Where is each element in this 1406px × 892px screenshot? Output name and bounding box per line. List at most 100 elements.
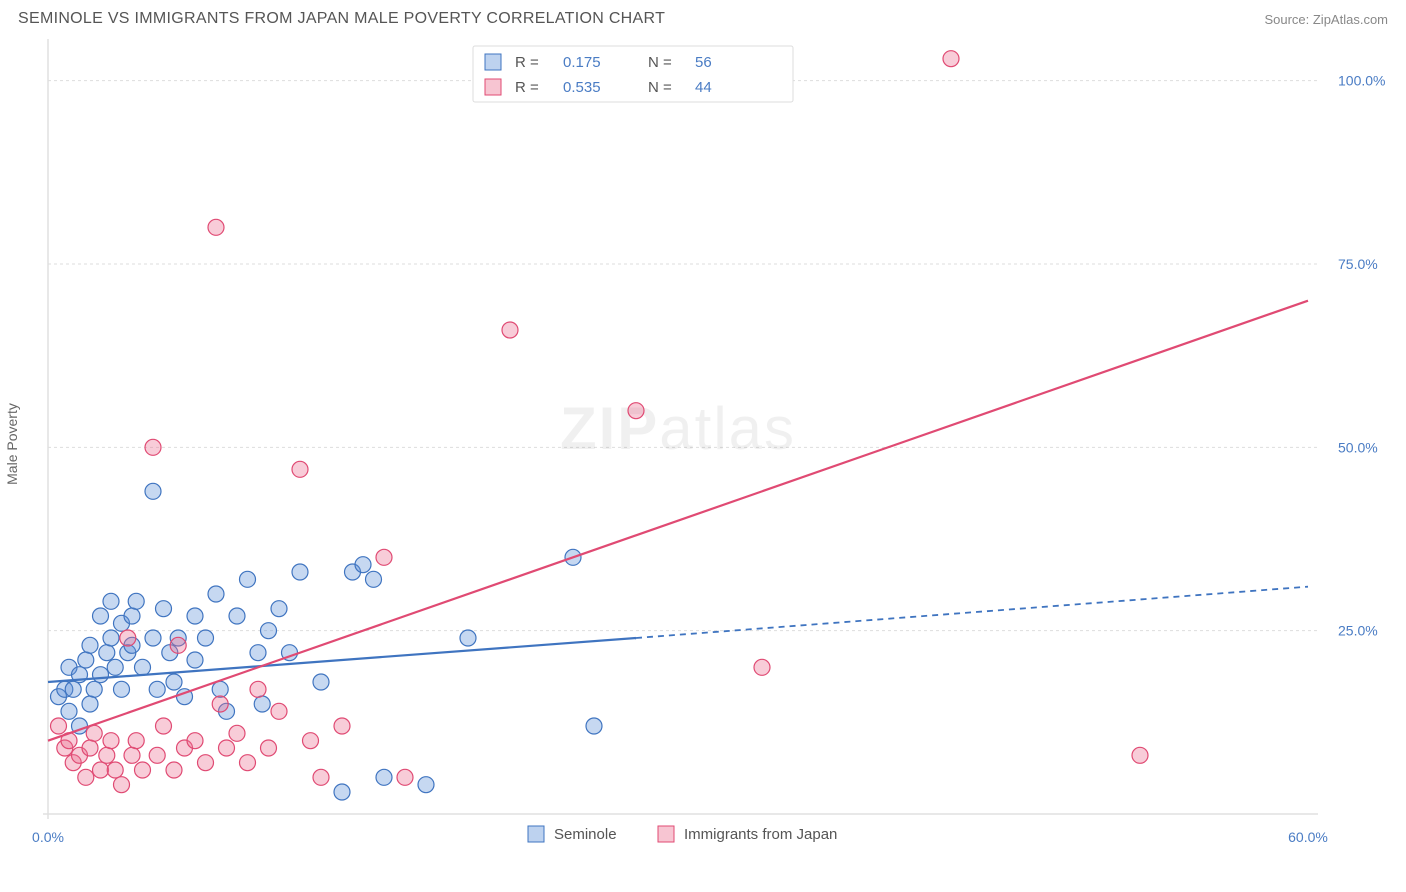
scatter-point bbox=[128, 733, 144, 749]
legend-r-value: 0.535 bbox=[563, 79, 601, 96]
legend-n-label: N = bbox=[648, 54, 672, 71]
scatter-point bbox=[187, 608, 203, 624]
scatter-point bbox=[61, 703, 77, 719]
scatter-point bbox=[187, 652, 203, 668]
scatter-point bbox=[93, 667, 109, 683]
scatter-point bbox=[313, 674, 329, 690]
scatter-point bbox=[586, 718, 602, 734]
scatter-point bbox=[86, 725, 102, 741]
scatter-point bbox=[166, 762, 182, 778]
scatter-point bbox=[124, 747, 140, 763]
legend-n-value: 44 bbox=[695, 79, 712, 96]
legend-series-name: Seminole bbox=[554, 826, 617, 843]
scatter-point bbox=[114, 777, 130, 793]
scatter-point bbox=[292, 564, 308, 580]
x-tick-label: 60.0% bbox=[1288, 829, 1328, 845]
scatter-point bbox=[261, 623, 277, 639]
scatter-point bbox=[355, 557, 371, 573]
scatter-point bbox=[219, 740, 235, 756]
scatter-point bbox=[366, 571, 382, 587]
y-tick-label: 25.0% bbox=[1338, 623, 1378, 639]
chart-title: SEMINOLE VS IMMIGRANTS FROM JAPAN MALE P… bbox=[18, 10, 665, 28]
scatter-point bbox=[198, 755, 214, 771]
scatter-point bbox=[103, 733, 119, 749]
y-tick-label: 50.0% bbox=[1338, 439, 1378, 455]
scatter-point bbox=[334, 718, 350, 734]
scatter-point bbox=[82, 637, 98, 653]
scatter-point bbox=[65, 681, 81, 697]
scatter-point bbox=[460, 630, 476, 646]
scatter-point bbox=[943, 51, 959, 67]
scatter-point bbox=[149, 747, 165, 763]
scatter-point bbox=[187, 733, 203, 749]
scatter-point bbox=[82, 740, 98, 756]
scatter-point bbox=[86, 681, 102, 697]
trend-line bbox=[48, 301, 1308, 741]
scatter-point bbox=[145, 630, 161, 646]
scatter-point bbox=[51, 718, 67, 734]
scatter-point bbox=[145, 483, 161, 499]
scatter-point bbox=[271, 703, 287, 719]
y-axis-label: Male Poverty bbox=[4, 403, 20, 485]
scatter-point bbox=[208, 586, 224, 602]
scatter-chart: 25.0%50.0%75.0%100.0%ZIPatlas0.0%60.0%R … bbox=[18, 34, 1388, 854]
scatter-point bbox=[156, 601, 172, 617]
scatter-point bbox=[240, 755, 256, 771]
scatter-point bbox=[149, 681, 165, 697]
scatter-point bbox=[166, 674, 182, 690]
scatter-point bbox=[502, 322, 518, 338]
scatter-point bbox=[135, 762, 151, 778]
scatter-point bbox=[82, 696, 98, 712]
scatter-point bbox=[114, 681, 130, 697]
scatter-point bbox=[292, 461, 308, 477]
legend-r-label: R = bbox=[515, 54, 539, 71]
scatter-point bbox=[240, 571, 256, 587]
scatter-point bbox=[145, 439, 161, 455]
scatter-point bbox=[120, 630, 136, 646]
scatter-point bbox=[754, 659, 770, 675]
chart-container: Male Poverty 25.0%50.0%75.0%100.0%ZIPatl… bbox=[18, 34, 1388, 854]
scatter-point bbox=[1132, 747, 1148, 763]
scatter-point bbox=[198, 630, 214, 646]
scatter-point bbox=[170, 637, 186, 653]
scatter-point bbox=[93, 762, 109, 778]
scatter-point bbox=[303, 733, 319, 749]
legend-swatch bbox=[528, 826, 544, 842]
scatter-point bbox=[334, 784, 350, 800]
scatter-point bbox=[107, 659, 123, 675]
scatter-point bbox=[250, 681, 266, 697]
scatter-point bbox=[271, 601, 287, 617]
source-label: Source: ZipAtlas.com bbox=[1264, 12, 1388, 27]
scatter-point bbox=[99, 645, 115, 661]
scatter-point bbox=[229, 608, 245, 624]
x-tick-label: 0.0% bbox=[32, 829, 64, 845]
scatter-point bbox=[93, 608, 109, 624]
scatter-point bbox=[376, 549, 392, 565]
scatter-point bbox=[124, 608, 140, 624]
scatter-point bbox=[212, 681, 228, 697]
legend-n-label: N = bbox=[648, 79, 672, 96]
scatter-point bbox=[103, 630, 119, 646]
legend-series-name: Immigrants from Japan bbox=[684, 826, 837, 843]
scatter-point bbox=[128, 593, 144, 609]
scatter-point bbox=[78, 652, 94, 668]
watermark: ZIPatlas bbox=[560, 395, 796, 462]
scatter-point bbox=[397, 769, 413, 785]
legend-r-label: R = bbox=[515, 79, 539, 96]
scatter-point bbox=[250, 645, 266, 661]
scatter-point bbox=[78, 769, 94, 785]
scatter-point bbox=[254, 696, 270, 712]
scatter-point bbox=[156, 718, 172, 734]
legend-swatch bbox=[485, 79, 501, 95]
scatter-point bbox=[135, 659, 151, 675]
scatter-point bbox=[313, 769, 329, 785]
scatter-point bbox=[107, 762, 123, 778]
scatter-point bbox=[418, 777, 434, 793]
scatter-point bbox=[628, 403, 644, 419]
legend-swatch bbox=[658, 826, 674, 842]
scatter-point bbox=[212, 696, 228, 712]
legend-swatch bbox=[485, 54, 501, 70]
scatter-point bbox=[99, 747, 115, 763]
legend-r-value: 0.175 bbox=[563, 54, 601, 71]
scatter-point bbox=[376, 769, 392, 785]
